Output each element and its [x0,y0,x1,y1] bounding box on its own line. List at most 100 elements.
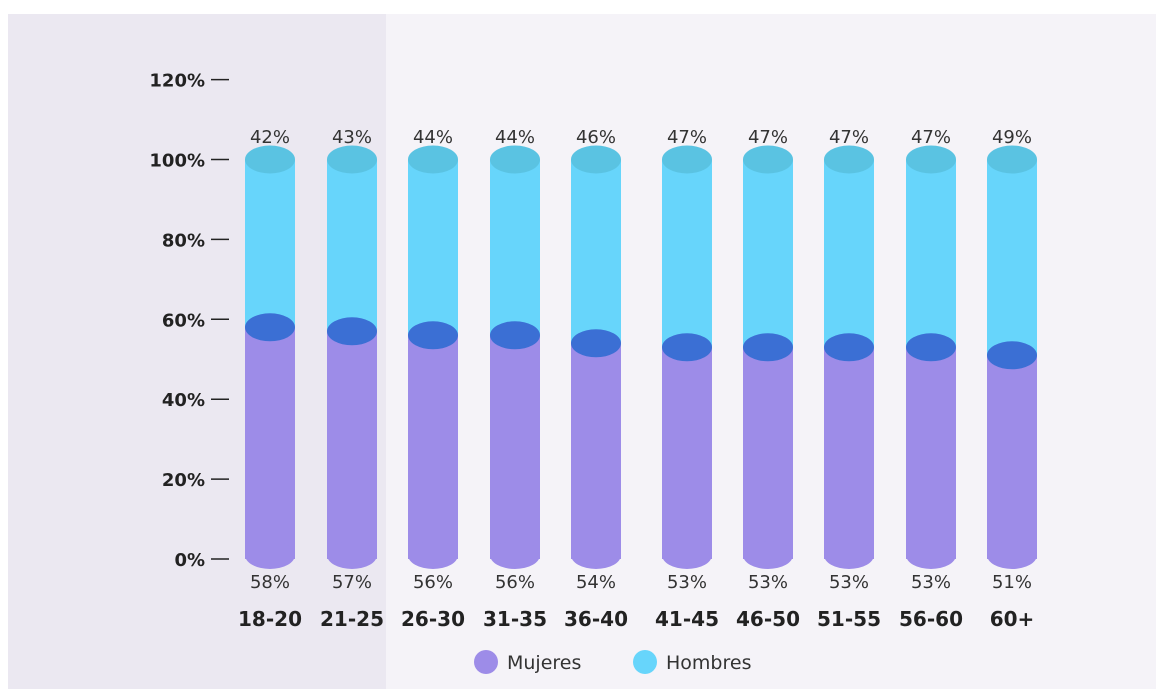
bar-group [987,145,1037,569]
bar-mujeres-top [408,321,458,350]
value-label-hombres: 44% [413,127,453,148]
value-labels: 42% 58% 43% 57% 44% 56% 44% 56% 46% 54% 47% 53% 47% 5… [250,127,1032,593]
bar-bottom-cap [662,541,712,569]
legend: Mujeres Hombres [474,650,751,674]
bar-group [245,145,295,569]
bar-bottom-cap [743,541,793,569]
bar-hombres [327,159,377,332]
value-label-mujeres: 56% [413,572,453,593]
x-tick-label: 41-45 [655,607,719,631]
value-label-mujeres: 58% [250,572,290,593]
value-label-mujeres: 57% [332,572,372,593]
value-label-hombres: 44% [495,127,535,148]
bar-hombres [245,159,295,328]
bar-mujeres-top [906,333,956,362]
value-label-mujeres: 53% [667,572,707,593]
bar-bottom-cap [245,541,295,569]
bars [245,145,1037,569]
bar-bottom-cap [571,541,621,569]
bar-group [571,145,621,569]
bar-group [743,145,793,569]
y-axis: 0% 20% 40% 60% 80% 100% 120% [149,71,229,571]
bar-group [662,145,712,569]
bar-hombres-top [490,145,540,174]
bar-group [490,145,540,569]
value-label-hombres: 42% [250,127,290,148]
bar-mujeres [490,335,540,559]
bar-mujeres [824,347,874,559]
x-tick-label: 26-30 [401,607,465,631]
y-tick-label: 120% [149,71,205,92]
bar-hombres-top [571,145,621,174]
value-label-hombres: 43% [332,127,372,148]
bar-mujeres-top [571,329,621,358]
x-tick-label: 60+ [990,607,1035,631]
bar-hombres-top [327,145,377,174]
bar-group [327,145,377,569]
bar-mujeres [906,347,956,559]
y-tick-label: 60% [162,310,205,331]
bar-hombres-top [906,145,956,174]
bar-bottom-cap [987,541,1037,569]
value-label-mujeres: 54% [576,572,616,593]
bar-hombres [571,159,621,344]
y-tick-label: 20% [162,470,205,491]
legend-item: Mujeres [474,650,581,674]
value-label-mujeres: 56% [495,572,535,593]
bar-mujeres-top [987,341,1037,370]
bar-mujeres-top [245,313,295,342]
value-label-mujeres: 51% [992,572,1032,593]
value-label-hombres: 47% [667,127,707,148]
bar-group [824,145,874,569]
bar-hombres-top [408,145,458,174]
bar-bottom-cap [327,541,377,569]
bar-mujeres [662,347,712,559]
bar-hombres-top [743,145,793,174]
value-label-hombres: 47% [911,127,951,148]
value-label-mujeres: 53% [829,572,869,593]
bar-bottom-cap [490,541,540,569]
x-axis: 18-20 21-25 26-30 31-35 36-40 41-45 46-50 51-55… [238,607,1034,631]
bar-mujeres [408,335,458,559]
x-tick-label: 36-40 [564,607,628,631]
value-label-mujeres: 53% [911,572,951,593]
x-tick-label: 46-50 [736,607,800,631]
bar-hombres-top [662,145,712,174]
bar-hombres [408,159,458,336]
top-white-strip [386,0,1156,14]
legend-label: Mujeres [507,652,581,674]
x-tick-label: 56-60 [899,607,963,631]
value-label-hombres: 49% [992,127,1032,148]
value-label-hombres: 46% [576,127,616,148]
bar-bottom-cap [408,541,458,569]
bar-hombres [824,159,874,348]
y-tick-label: 100% [149,151,205,172]
bar-bottom-cap [824,541,874,569]
bar-mujeres [571,343,621,559]
bar-mujeres-top [490,321,540,350]
value-label-mujeres: 53% [748,572,788,593]
bar-hombres [906,159,956,348]
legend-label: Hombres [666,652,751,674]
bar-mujeres-top [662,333,712,362]
y-tick-label: 0% [174,550,205,571]
bar-mujeres-top [327,317,377,346]
legend-swatch [474,650,498,674]
bar-hombres-top [987,145,1037,174]
bar-mujeres [327,331,377,559]
y-tick-label: 40% [162,390,205,411]
value-label-hombres: 47% [829,127,869,148]
x-tick-label: 31-35 [483,607,547,631]
x-tick-label: 51-55 [817,607,881,631]
bar-mujeres-top [824,333,874,362]
bar-bottom-cap [906,541,956,569]
legend-item: Hombres [633,650,751,674]
bar-hombres [987,159,1037,356]
bar-hombres [490,159,540,336]
bar-hombres-top [824,145,874,174]
bar-hombres [743,159,793,348]
x-tick-label: 21-25 [320,607,384,631]
bar-mujeres-top [743,333,793,362]
